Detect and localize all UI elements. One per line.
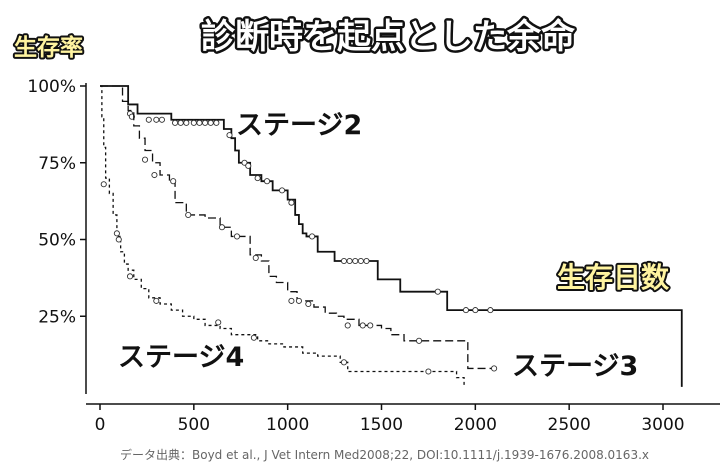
censor-mark-stage-3 <box>305 300 312 308</box>
y-tick-label: 75% <box>38 154 76 174</box>
censor-mark-stage-2 <box>254 175 261 182</box>
censor-mark-stage-2 <box>226 132 233 139</box>
data-source: データ出典：Boyd et al., J Vet Intern Med2008;… <box>120 447 649 462</box>
label-stage-2: ステージ2 <box>236 110 362 141</box>
censor-mark-stage-2 <box>340 257 348 265</box>
censor-mark-stage-3 <box>185 211 192 218</box>
censor-mark-stage-4 <box>115 236 122 243</box>
censor-mark-stage-3 <box>151 171 158 179</box>
censor-mark-stage-2 <box>213 119 220 126</box>
label-stage-3: ステージ3 <box>512 351 638 382</box>
censor-mark-stage-2 <box>202 119 209 126</box>
censor-mark-stage-3 <box>415 337 423 344</box>
y-tick-label: 25% <box>38 307 76 327</box>
censor-mark-stage-2 <box>363 257 370 265</box>
censor-mark-stage-4 <box>250 334 257 341</box>
x-tick-label: 1500 <box>360 415 403 435</box>
y-ticks: 25% 50% 75% 100% <box>27 77 86 327</box>
censor-mark-stage-4 <box>126 273 134 280</box>
censor-mark-stage-3 <box>252 254 259 261</box>
censor-mark-stage-2 <box>472 307 479 314</box>
censor-mark-stage-2 <box>196 119 203 126</box>
series-line-stage-4 <box>100 85 465 387</box>
censor-mark-stage-2 <box>462 307 470 314</box>
censor-mark-stage-3 <box>141 156 149 163</box>
chart-title: 診断時を起点とした余命 <box>201 17 575 57</box>
x-tick-label: 500 <box>178 415 210 435</box>
censor-mark-stage-3 <box>344 322 351 329</box>
censor-mark-stage-2 <box>183 119 190 126</box>
x-tick-label: 3000 <box>641 415 684 435</box>
censor-mark-stage-3 <box>218 224 226 231</box>
censor-mark-stage-2 <box>190 119 197 126</box>
censor-mark-stage-2 <box>263 178 271 185</box>
censor-mark-stage-4 <box>100 181 107 188</box>
censor-mark-stage-4 <box>153 297 160 304</box>
censor-mark-stage-3 <box>491 365 498 372</box>
x-tick-label: 0 <box>95 415 106 435</box>
censor-mark-stage-2 <box>309 233 316 240</box>
censor-mark-stage-3 <box>233 233 241 240</box>
censor-mark-stage-3 <box>170 178 177 185</box>
y-tick-label: 50% <box>38 231 76 251</box>
censor-mark-stage-2 <box>357 257 364 265</box>
censor-mark-stage-2 <box>245 162 252 169</box>
censor-mark-stage-4 <box>113 230 120 237</box>
censor-mark-stage-2 <box>278 187 286 194</box>
series-layer <box>100 85 683 387</box>
censor-mark-stage-3 <box>359 322 366 329</box>
x-tick-label: 1000 <box>266 415 309 435</box>
censor-mark-stage-2 <box>153 116 160 123</box>
series-line-stage-3 <box>100 85 495 370</box>
censor-mark-stage-2 <box>207 119 214 126</box>
censor-mark-stage-2 <box>172 119 179 126</box>
censor-mark-stage-2 <box>352 257 359 265</box>
censor-mark-stage-2 <box>158 116 165 123</box>
censor-mark-stage-2 <box>434 288 441 295</box>
censor-mark-stage-3 <box>295 297 302 304</box>
label-stage-4: ステージ4 <box>118 342 244 373</box>
censor-mark-stage-2 <box>177 119 184 126</box>
x-ticks: 0 500 1000 1500 2000 2500 3000 <box>95 404 685 435</box>
x-tick-label: 2500 <box>548 415 591 435</box>
y-axis-label: 生存率 <box>14 34 83 61</box>
censor-mark-stage-3 <box>367 322 374 329</box>
censor-mark-stage-4 <box>340 359 348 366</box>
censor-mark-stage-2 <box>288 199 295 206</box>
censor-mark-stage-3 <box>288 297 295 304</box>
censor-mark-stage-2 <box>145 116 152 123</box>
censor-mark-stage-2 <box>346 257 353 265</box>
x-axis-label: 生存日数 <box>557 261 670 294</box>
series-line-stage-2 <box>100 85 683 387</box>
censor-mark-stage-2 <box>487 307 494 314</box>
censor-mark-stage-4 <box>215 319 222 326</box>
x-tick-label: 2000 <box>454 415 497 435</box>
censor-mark-stage-4 <box>425 368 432 375</box>
y-tick-label: 100% <box>27 77 76 97</box>
